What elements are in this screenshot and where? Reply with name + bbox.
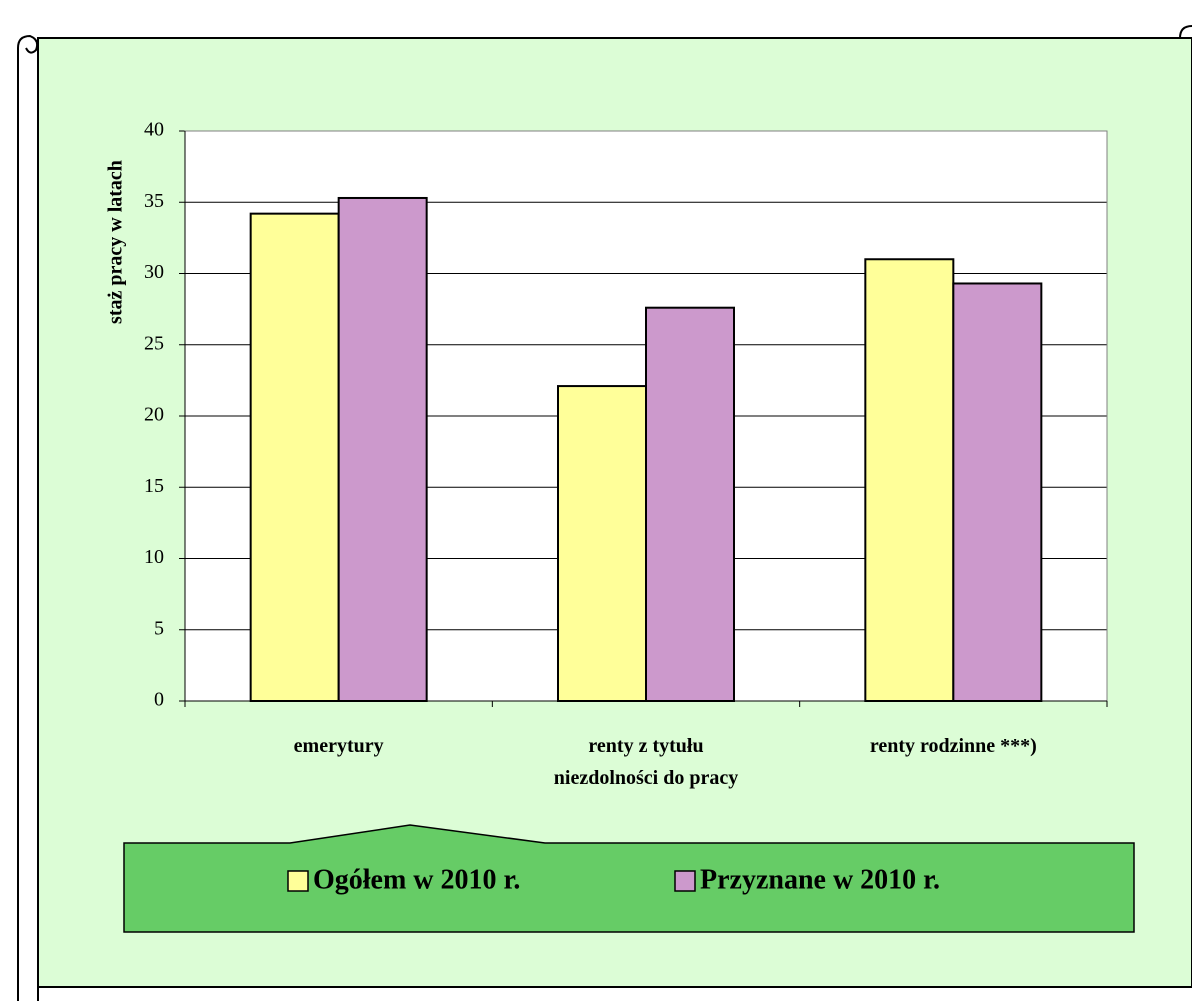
bar	[952, 282, 1043, 702]
y-tick-label: 5	[154, 617, 164, 639]
bar	[557, 385, 647, 702]
y-tick-label: 30	[144, 261, 164, 283]
y-tick-label: 10	[144, 546, 164, 568]
bar	[645, 306, 735, 702]
x-tick-label: emerytury	[293, 735, 384, 757]
legend-swatch	[674, 870, 696, 892]
scroll-curl	[17, 34, 39, 1001]
legend-label: Przyznane w 2010 r.	[700, 864, 940, 895]
y-tick-label: 35	[144, 190, 164, 212]
bar	[249, 212, 340, 702]
y-tick-label: 20	[144, 404, 164, 426]
scroll-curl-right	[1179, 25, 1192, 39]
y-axis-title: staż pracy w latach	[105, 160, 127, 324]
y-tick-label: 0	[154, 689, 164, 711]
bar	[864, 258, 955, 702]
y-tick-label: 25	[144, 332, 164, 354]
legend-label: Ogółem w 2010 r.	[313, 864, 520, 895]
legend-swatch	[287, 870, 309, 892]
y-tick-label: 15	[144, 475, 164, 497]
bar	[337, 196, 428, 702]
legend-box	[123, 824, 1135, 933]
x-tick-label: renty z tytułu niezdolności do pracy	[553, 735, 739, 789]
x-tick-label: renty rodzinne ***)	[869, 735, 1037, 757]
y-tick-label: 40	[144, 119, 164, 141]
